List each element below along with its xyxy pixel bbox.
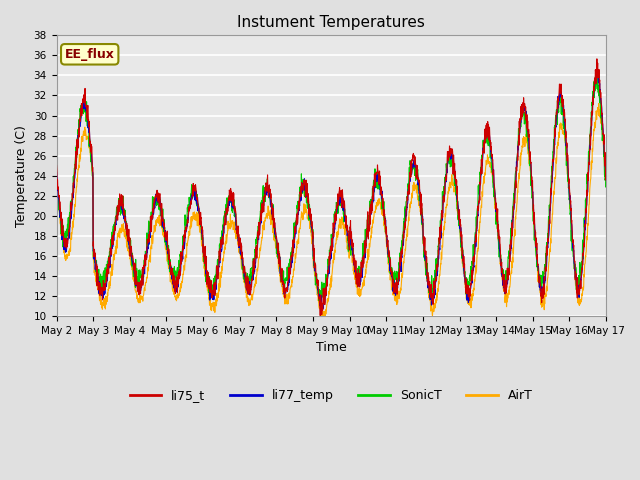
li75_t [316, 313, 324, 319]
AirT [569, 248, 577, 253]
AirT [348, 244, 355, 250]
li77_temp [554, 98, 561, 104]
SonicT [206, 284, 214, 289]
li77_temp [602, 177, 610, 183]
li77_temp [319, 306, 327, 312]
li77_temp [492, 191, 499, 196]
li77_temp [206, 297, 214, 303]
Text: EE_flux: EE_flux [65, 48, 115, 61]
Title: Instument Temperatures: Instument Temperatures [237, 15, 425, 30]
li75_t [602, 173, 610, 179]
li75_t [348, 229, 355, 235]
li75_t [554, 106, 561, 111]
SonicT [52, 184, 60, 190]
SonicT [554, 104, 561, 110]
li77_temp [593, 66, 601, 72]
li77_temp [360, 261, 367, 267]
X-axis label: Time: Time [316, 341, 347, 354]
li75_t [360, 257, 367, 263]
AirT [492, 200, 499, 206]
SonicT [602, 180, 610, 186]
Y-axis label: Temperature (C): Temperature (C) [15, 125, 28, 227]
AirT [602, 180, 610, 186]
Legend: li75_t, li77_temp, SonicT, AirT: li75_t, li77_temp, SonicT, AirT [125, 384, 538, 407]
Line: li75_t: li75_t [56, 59, 606, 316]
li77_temp [52, 169, 60, 175]
SonicT [591, 74, 599, 80]
li75_t [206, 285, 214, 290]
SonicT [492, 198, 499, 204]
AirT [52, 181, 60, 187]
li75_t [492, 195, 499, 201]
Line: AirT: AirT [56, 104, 606, 316]
li75_t [569, 237, 577, 242]
li77_temp [569, 245, 577, 251]
li75_t [52, 163, 60, 168]
SonicT [317, 301, 324, 307]
Line: li77_temp: li77_temp [56, 69, 606, 309]
AirT [554, 140, 561, 145]
SonicT [348, 231, 355, 237]
li75_t [593, 56, 601, 62]
SonicT [360, 248, 367, 254]
AirT [360, 283, 367, 289]
AirT [595, 101, 602, 107]
Line: SonicT: SonicT [56, 77, 606, 304]
SonicT [569, 248, 577, 253]
AirT [319, 313, 326, 319]
AirT [206, 300, 214, 305]
li77_temp [348, 242, 355, 248]
